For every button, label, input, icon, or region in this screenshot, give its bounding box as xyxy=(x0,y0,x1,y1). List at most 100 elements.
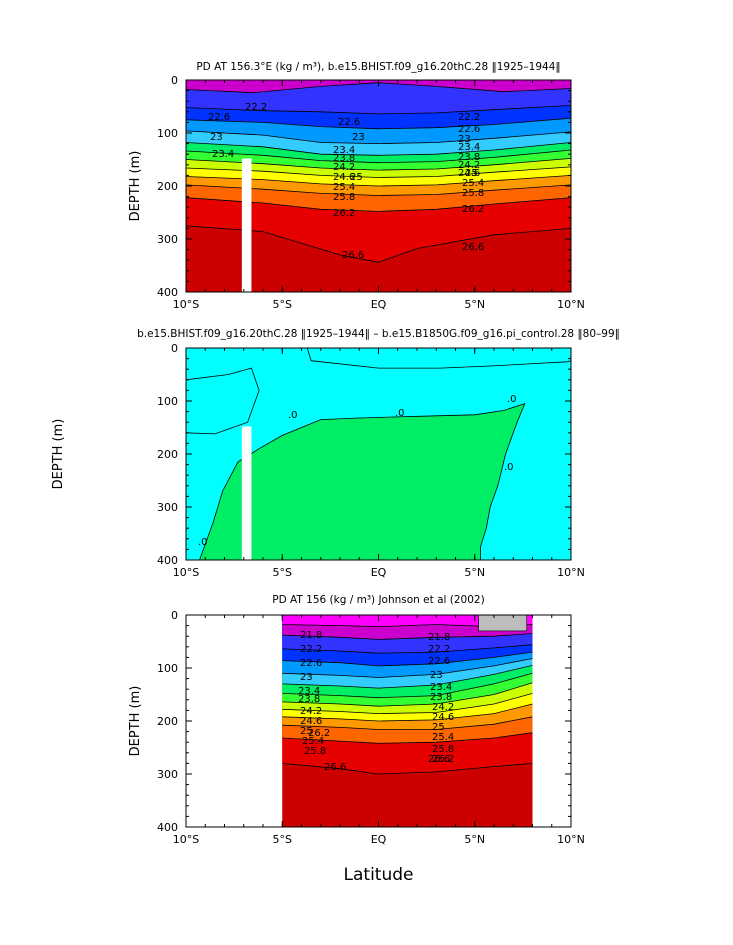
zero-contour xyxy=(186,367,260,435)
x-tick-label: EQ xyxy=(371,298,387,311)
contour-label: .0 xyxy=(504,462,514,473)
contour-label: 22.2 xyxy=(300,644,322,655)
y-tick-label: 400 xyxy=(157,554,178,567)
contour-label: 24.2 xyxy=(432,702,454,713)
isopycnal-line xyxy=(186,197,571,212)
contour-label: 25.8 xyxy=(333,192,355,203)
isopycnal-line xyxy=(186,142,571,156)
contour-label: 24.6 xyxy=(458,168,480,179)
x-tick-label: 5°N xyxy=(464,566,485,579)
contour-label: 26.2 xyxy=(462,204,484,215)
chart-panel-1: 22.222.62323.422.62323.423.824.224.62525… xyxy=(128,61,585,311)
contour-label: 22.2 xyxy=(245,102,267,113)
y-tick-label: 0 xyxy=(171,342,178,355)
contour-label: 22.6 xyxy=(428,656,450,667)
isopycnal-line xyxy=(282,763,533,775)
x-tick-label: 10°N xyxy=(557,833,585,846)
x-tick-label: 5°N xyxy=(464,833,485,846)
isopycnal-line xyxy=(282,644,533,654)
y-tick-label: 0 xyxy=(171,609,178,622)
contour-label: 23.8 xyxy=(298,694,320,705)
contour-label: 22.6 xyxy=(300,658,322,669)
contour-label: 25.4 xyxy=(333,182,355,193)
x-tick-label: EQ xyxy=(371,833,387,846)
contour-label: 24.2 xyxy=(300,706,322,717)
contour-label: 23.4 xyxy=(212,149,234,160)
y-tick-label: 200 xyxy=(157,180,178,193)
isopycnal-line xyxy=(186,117,571,130)
isopycnal-line xyxy=(186,175,571,187)
contour-label: 23 xyxy=(458,134,471,145)
contour-label: .0 xyxy=(395,408,405,419)
x-tick-label: 5°S xyxy=(273,566,292,579)
contour-label: 25 xyxy=(350,172,363,183)
isopycnal-line xyxy=(282,651,533,667)
isopycnal-line xyxy=(186,158,571,171)
contour-label: 24.6 xyxy=(432,712,454,723)
masked-region xyxy=(241,158,252,292)
contour-label: .0 xyxy=(507,394,517,405)
isopycnal-line xyxy=(186,105,571,115)
contour-label: 26.2 xyxy=(308,728,330,739)
contour-label: 26.6 xyxy=(324,762,346,773)
y-tick-label: 0 xyxy=(171,74,178,87)
y-tick-label: 200 xyxy=(157,448,178,461)
contour-label: 22.6 xyxy=(338,117,360,128)
contour-label: 25 xyxy=(300,726,313,737)
contour-label: 23 xyxy=(352,132,365,143)
chart-panel-2: .0 .0 .0 .0 .0 10°S 5°S EQ 5°N 10°N 0 100 200 300 400 b… xyxy=(51,328,620,579)
y-tick-label: 300 xyxy=(157,233,178,246)
contour-label: 22.2 xyxy=(458,112,480,123)
zero-contour xyxy=(306,348,571,369)
density-band xyxy=(282,615,533,627)
isopycnal-line xyxy=(186,130,571,145)
y-tick-label: 300 xyxy=(157,501,178,514)
contour-label: 24.2 xyxy=(458,160,480,171)
contour-label: .0 xyxy=(288,410,298,421)
x-tick-label: 10°N xyxy=(557,566,585,579)
contour-label: 23.4 xyxy=(458,142,480,153)
contour-label: .0 xyxy=(198,537,208,548)
y-tick-label: 200 xyxy=(157,715,178,728)
chart-panel-3: 21.822.222.62323.423.824.224.62525.425.8… xyxy=(128,594,585,885)
plot-area xyxy=(186,80,571,292)
contour-label: 22.6 xyxy=(208,112,230,123)
contour-label: 26.2 xyxy=(432,754,454,765)
contour-label: 21.8 xyxy=(300,630,322,641)
x-tick-label: 5°N xyxy=(464,298,485,311)
contour-label: 26.6 xyxy=(342,250,364,261)
x-tick-label: 5°S xyxy=(273,833,292,846)
isopycnal-line xyxy=(282,682,533,707)
x-tick-label: EQ xyxy=(371,566,387,579)
contour-label: 23.8 xyxy=(458,152,480,163)
contour-label: 25.8 xyxy=(462,188,484,199)
isopycnal-line xyxy=(282,693,533,715)
x-tick-label: 10°N xyxy=(557,298,585,311)
contour-label: 25.4 xyxy=(432,732,454,743)
contour-label: 23.8 xyxy=(333,153,355,164)
contour-label: 23 xyxy=(430,670,443,681)
contour-label: 22.2 xyxy=(428,644,450,655)
isopycnal-line xyxy=(186,166,571,178)
contour-label: 23.4 xyxy=(333,145,355,156)
isopycnal-line xyxy=(186,149,571,164)
contour-label: 25.4 xyxy=(462,178,484,189)
isopycnal-line xyxy=(282,672,533,699)
y-tick-label: 100 xyxy=(157,127,178,140)
masked-region xyxy=(241,426,252,560)
isopycnal-line xyxy=(186,184,571,196)
x-tick-label: 5°S xyxy=(273,298,292,311)
contour-label: 23.4 xyxy=(298,686,320,697)
x-tick-label: 10°S xyxy=(173,298,199,311)
y-tick-label: 300 xyxy=(157,768,178,781)
isopycnal-line xyxy=(282,658,533,678)
contour-label: 23 xyxy=(210,132,223,143)
isopycnal-line xyxy=(282,732,533,744)
x-tick-label: 10°S xyxy=(173,566,199,579)
y-axis-label: DEPTH (m) xyxy=(51,419,66,490)
contour-label: 25 xyxy=(465,168,478,179)
contour-label: 22.6 xyxy=(458,124,480,135)
x-tick-label: 10°S xyxy=(173,833,199,846)
y-tick-label: 100 xyxy=(157,395,178,408)
